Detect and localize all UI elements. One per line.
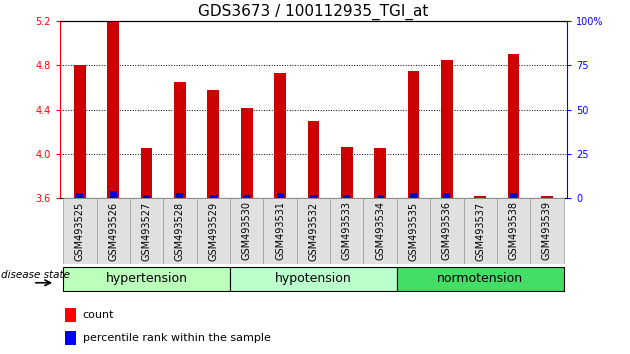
FancyBboxPatch shape xyxy=(96,198,130,264)
Bar xyxy=(241,108,253,198)
FancyBboxPatch shape xyxy=(230,198,263,264)
FancyBboxPatch shape xyxy=(497,198,530,264)
Bar xyxy=(74,65,86,198)
Text: GSM493528: GSM493528 xyxy=(175,201,185,261)
Bar xyxy=(474,196,486,198)
Bar xyxy=(343,195,350,198)
Bar xyxy=(377,195,384,198)
FancyBboxPatch shape xyxy=(430,198,464,264)
Text: GSM493527: GSM493527 xyxy=(142,201,152,261)
Text: GSM493539: GSM493539 xyxy=(542,201,552,261)
Bar xyxy=(143,195,150,198)
Text: GSM493530: GSM493530 xyxy=(242,201,252,261)
FancyBboxPatch shape xyxy=(197,198,230,264)
Text: GSM493531: GSM493531 xyxy=(275,201,285,261)
Text: GSM493525: GSM493525 xyxy=(75,201,85,261)
Bar xyxy=(410,193,417,198)
Bar xyxy=(210,195,217,198)
FancyBboxPatch shape xyxy=(263,198,297,264)
Text: disease state: disease state xyxy=(1,270,70,280)
Text: GSM493538: GSM493538 xyxy=(508,201,518,261)
Title: GDS3673 / 100112935_TGI_at: GDS3673 / 100112935_TGI_at xyxy=(198,4,428,20)
Text: count: count xyxy=(83,310,114,320)
Bar xyxy=(207,90,219,198)
FancyBboxPatch shape xyxy=(397,198,430,264)
Bar xyxy=(243,195,250,198)
Bar xyxy=(510,193,517,198)
Text: hypotension: hypotension xyxy=(275,272,352,285)
FancyBboxPatch shape xyxy=(397,267,564,291)
Bar xyxy=(277,193,284,198)
Text: GSM493536: GSM493536 xyxy=(442,201,452,261)
FancyBboxPatch shape xyxy=(364,198,397,264)
FancyBboxPatch shape xyxy=(530,198,564,264)
FancyBboxPatch shape xyxy=(130,198,163,264)
Text: GSM493535: GSM493535 xyxy=(408,201,418,261)
Text: GSM493526: GSM493526 xyxy=(108,201,118,261)
Bar xyxy=(65,308,76,321)
Text: percentile rank within the sample: percentile rank within the sample xyxy=(83,333,270,343)
Bar xyxy=(274,73,286,198)
FancyBboxPatch shape xyxy=(230,267,397,291)
Bar xyxy=(541,196,553,198)
Bar xyxy=(341,147,353,198)
Bar xyxy=(310,195,317,198)
Text: hypertension: hypertension xyxy=(106,272,188,285)
FancyBboxPatch shape xyxy=(63,198,96,264)
Bar xyxy=(76,193,83,198)
FancyBboxPatch shape xyxy=(297,198,330,264)
Text: GSM493533: GSM493533 xyxy=(342,201,352,261)
Text: GSM493532: GSM493532 xyxy=(309,201,318,261)
Text: GSM493537: GSM493537 xyxy=(475,201,485,261)
Bar xyxy=(307,121,319,198)
Bar xyxy=(174,82,186,198)
Bar xyxy=(110,191,117,198)
Bar xyxy=(140,148,152,198)
Bar xyxy=(444,193,450,198)
FancyBboxPatch shape xyxy=(330,198,364,264)
FancyBboxPatch shape xyxy=(63,267,230,291)
Bar xyxy=(508,55,520,198)
Text: normotension: normotension xyxy=(437,272,524,285)
FancyBboxPatch shape xyxy=(464,198,497,264)
FancyBboxPatch shape xyxy=(163,198,197,264)
Bar xyxy=(176,193,183,198)
Text: GSM493534: GSM493534 xyxy=(375,201,385,261)
Bar xyxy=(408,71,420,198)
Bar xyxy=(441,60,453,198)
Bar xyxy=(65,331,76,345)
Bar xyxy=(374,148,386,198)
Bar xyxy=(107,21,119,198)
Text: GSM493529: GSM493529 xyxy=(209,201,219,261)
